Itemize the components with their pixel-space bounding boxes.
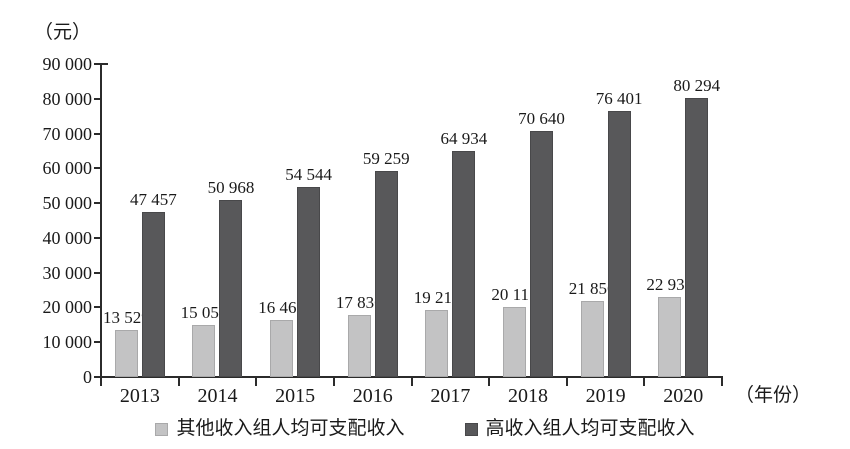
x-axis-tick-label: 2017 — [430, 385, 471, 407]
y-axis-tick — [94, 376, 101, 378]
y-axis-tick — [94, 271, 101, 274]
y-axis-tick — [94, 236, 101, 239]
y-axis-tick-label: 80 000 — [42, 88, 93, 109]
bar-2013-series2 — [141, 211, 165, 377]
plot-area: 13 529 47 457 15 051 50 968 16 468 54 544 17 8… — [101, 64, 722, 377]
x-axis-tick-label: 2020 — [663, 385, 704, 407]
x-axis-tick-label: 2013 — [119, 385, 160, 407]
x-axis-tick — [100, 377, 102, 386]
bar-2014-series2 — [219, 199, 243, 377]
bar-value-label: 21 856 — [568, 278, 616, 298]
x-axis-tick — [255, 377, 258, 386]
bar-2019-series1 — [580, 301, 604, 377]
bar-2014-series1 — [192, 324, 216, 377]
y-axis-tick — [94, 202, 101, 205]
bar-2016-series1 — [347, 314, 371, 377]
bar-2020-series1 — [658, 297, 682, 377]
bar-2017-series1 — [425, 310, 449, 377]
y-axis-tick-label: 30 000 — [42, 262, 93, 283]
bar-2015-series1 — [270, 319, 294, 377]
y-axis-tick — [94, 63, 101, 65]
legend-item-series2[interactable]: 高收入组人均可支配收入 — [464, 418, 695, 440]
x-axis-tick-label: 2014 — [197, 385, 238, 407]
x-axis-tick-label: 2018 — [507, 385, 548, 407]
x-axis-tick — [565, 377, 568, 386]
x-axis-tick-label: 2015 — [275, 385, 316, 407]
bar-2016-series2 — [374, 170, 398, 377]
bar-value-label: 76 401 — [595, 89, 643, 109]
y-axis-tick-label: 50 000 — [42, 193, 93, 214]
bar-2017-series2 — [452, 151, 476, 377]
bar-value-label: 80 294 — [673, 75, 721, 95]
x-axis-tick — [410, 377, 413, 386]
y-axis-tick-label: 20 000 — [42, 297, 93, 318]
bar-2013-series1 — [114, 329, 138, 377]
legend-swatch-icon — [155, 422, 169, 436]
bar-value-label: 54 544 — [285, 165, 332, 185]
legend-swatch-icon — [464, 422, 478, 436]
x-axis-unit-label: （年份） — [735, 385, 812, 406]
bar-value-label: 59 259 — [362, 148, 410, 168]
y-axis-tick-label: 40 000 — [42, 227, 93, 248]
x-axis-tick-label: 2019 — [585, 385, 626, 407]
bar-value-label: 70 640 — [518, 109, 565, 129]
bar-2020-series2 — [685, 97, 709, 377]
bar-value-label: 16 468 — [258, 297, 305, 317]
y-axis-tick — [94, 306, 101, 309]
bar-2018-series1 — [502, 307, 526, 377]
x-axis-tick — [721, 377, 723, 386]
bar-value-label: 13 529 — [102, 307, 150, 327]
bar-2018-series2 — [529, 131, 553, 377]
x-axis-tick — [177, 377, 180, 386]
y-axis-line — [100, 63, 102, 378]
legend-label: 高收入组人均可支配收入 — [485, 418, 695, 439]
bar-value-label: 22 933 — [646, 275, 694, 295]
x-axis-tick — [488, 377, 491, 386]
y-axis-tick-label: 0 — [83, 367, 92, 387]
y-axis-tick-label: 60 000 — [42, 158, 93, 179]
bar-value-label: 15 051 — [180, 302, 228, 322]
y-axis-tick — [94, 97, 101, 100]
bar-value-label: 64 934 — [440, 129, 488, 149]
bar-value-label: 19 211 — [413, 288, 460, 308]
legend-item-series1[interactable]: 其他收入组人均可支配收入 — [155, 418, 405, 440]
y-axis-tick-label: 10 000 — [42, 332, 93, 353]
x-axis-tick — [332, 377, 335, 386]
y-axis-tick-label: 90 000 — [42, 54, 93, 74]
chart-legend: 其他收入组人均可支配收入 高收入组人均可支配收入 — [0, 418, 850, 440]
bar-2019-series2 — [607, 111, 631, 377]
y-axis-unit-label: （元） — [34, 22, 92, 43]
y-axis-tick — [94, 341, 101, 344]
x-axis-tick — [643, 377, 646, 386]
bar-value-label: 17 836 — [335, 292, 383, 312]
bar-value-label: 20 115 — [491, 285, 538, 305]
bar-2015-series2 — [297, 187, 321, 377]
bar-value-label: 47 457 — [129, 189, 177, 209]
x-axis-tick-label: 2016 — [352, 385, 393, 407]
bar-value-label: 50 968 — [207, 177, 255, 197]
y-axis-tick-label: 70 000 — [42, 123, 93, 144]
legend-label: 其他收入组人均可支配收入 — [176, 418, 405, 439]
y-axis-top-cap — [101, 63, 108, 65]
y-axis-tick — [94, 132, 101, 135]
y-axis-tick — [94, 167, 101, 170]
